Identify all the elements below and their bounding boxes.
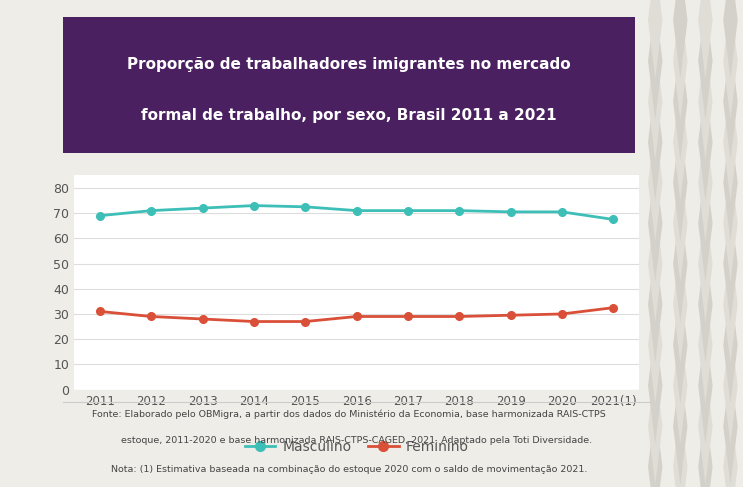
Polygon shape [648, 124, 663, 241]
Polygon shape [698, 43, 713, 160]
Polygon shape [698, 0, 713, 79]
Polygon shape [673, 246, 687, 363]
Legend: Masculino, Feminino: Masculino, Feminino [239, 434, 474, 459]
Polygon shape [698, 246, 713, 363]
Polygon shape [723, 286, 738, 403]
Polygon shape [673, 43, 687, 160]
Polygon shape [698, 165, 713, 281]
Text: Nota: (1) Estimativa baseada na combinação do estoque 2020 com o saldo de movime: Nota: (1) Estimativa baseada na combinaç… [111, 465, 588, 474]
Polygon shape [698, 84, 713, 201]
Polygon shape [648, 286, 663, 403]
Polygon shape [673, 408, 687, 487]
Text: Fonte: Elaborado pelo OBMigra, a partir dos dados do Ministério da Economia, bas: Fonte: Elaborado pelo OBMigra, a partir … [92, 409, 606, 419]
Polygon shape [648, 368, 663, 485]
Polygon shape [723, 43, 738, 160]
Polygon shape [723, 2, 738, 119]
Polygon shape [673, 2, 687, 119]
Polygon shape [698, 206, 713, 322]
Polygon shape [673, 165, 687, 281]
Polygon shape [648, 206, 663, 322]
Polygon shape [673, 327, 687, 444]
Polygon shape [648, 246, 663, 363]
Polygon shape [698, 327, 713, 444]
Polygon shape [673, 368, 687, 485]
Polygon shape [723, 327, 738, 444]
Polygon shape [673, 286, 687, 403]
Polygon shape [673, 0, 687, 79]
Polygon shape [698, 408, 713, 487]
Polygon shape [648, 327, 663, 444]
Polygon shape [648, 43, 663, 160]
Polygon shape [723, 84, 738, 201]
Polygon shape [723, 0, 738, 79]
Polygon shape [648, 2, 663, 119]
Polygon shape [648, 165, 663, 281]
Polygon shape [698, 286, 713, 403]
Text: Proporção de trabalhadores imigrantes no mercado: Proporção de trabalhadores imigrantes no… [127, 57, 571, 72]
Text: estoque, 2011-2020 e base harmonizada RAIS-CTPS-CAGED, 2021. Adaptado pela Toti : estoque, 2011-2020 e base harmonizada RA… [106, 436, 592, 445]
Polygon shape [723, 124, 738, 241]
Text: formal de trabalho, por sexo, Brasil 2011 a 2021: formal de trabalho, por sexo, Brasil 201… [141, 108, 557, 123]
Polygon shape [698, 124, 713, 241]
Polygon shape [648, 408, 663, 487]
Polygon shape [648, 84, 663, 201]
Polygon shape [698, 368, 713, 485]
Polygon shape [673, 206, 687, 322]
Polygon shape [673, 124, 687, 241]
Polygon shape [648, 0, 663, 79]
Polygon shape [723, 206, 738, 322]
Polygon shape [673, 84, 687, 201]
Polygon shape [723, 368, 738, 485]
Polygon shape [723, 408, 738, 487]
Polygon shape [723, 246, 738, 363]
Polygon shape [723, 165, 738, 281]
Polygon shape [698, 2, 713, 119]
